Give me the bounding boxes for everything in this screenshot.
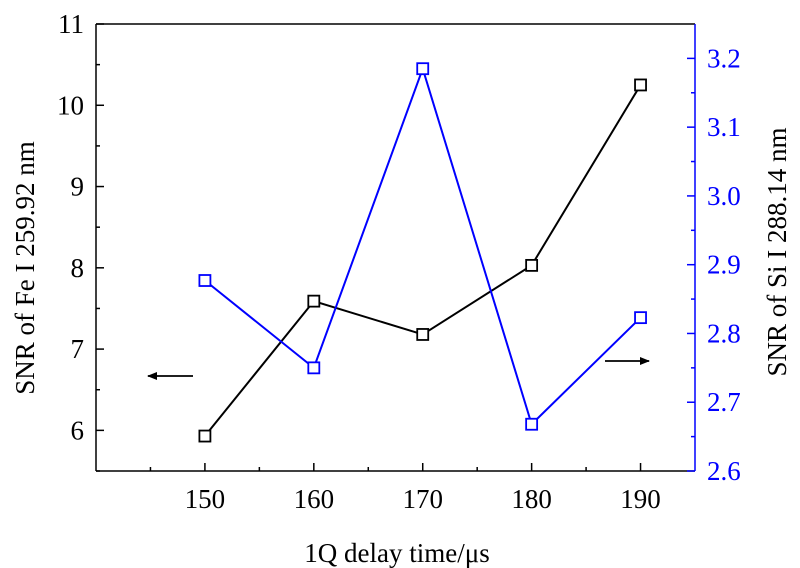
right-y-axis-title: SNR of Si I 288.14 nm xyxy=(762,127,792,376)
data-point-fe xyxy=(634,78,647,92)
right-y-tick-label: 2.7 xyxy=(707,387,741,417)
left-y-tick-label: 7 xyxy=(71,334,85,364)
right-y-tick-label: 3.1 xyxy=(707,112,741,142)
data-point-si xyxy=(198,274,212,287)
series-line-fe xyxy=(204,84,642,437)
left-y-tick-label: 8 xyxy=(71,253,85,283)
left-y-tick-label: 9 xyxy=(71,172,85,202)
right-y-tick-label: 2.8 xyxy=(707,318,741,348)
data-point-si xyxy=(307,361,321,375)
series-line-si xyxy=(204,65,642,427)
data-point-fe xyxy=(198,429,212,443)
right-y-tick-label: 3.0 xyxy=(707,181,741,211)
left-y-tick-label: 6 xyxy=(71,415,85,445)
x-tick-label: 150 xyxy=(185,484,226,514)
data-point-fe xyxy=(525,258,539,272)
left-y-axis-title: SNR of Fe I 259.92 nm xyxy=(10,141,40,395)
x-tick-label: 190 xyxy=(620,484,661,514)
data-point-fe xyxy=(416,328,430,341)
x-tick-label: 180 xyxy=(511,484,552,514)
x-tick-label: 160 xyxy=(294,484,335,514)
right-y-tick-label: 2.9 xyxy=(707,250,741,280)
left-y-tick-label: 10 xyxy=(57,90,84,120)
data-point-fe xyxy=(307,294,321,308)
x-axis-title: 1Q delay time/μs xyxy=(304,538,489,568)
data-point-si xyxy=(634,311,647,325)
data-point-si xyxy=(416,62,430,76)
x-tick-label: 170 xyxy=(402,484,443,514)
left-y-tick-label: 11 xyxy=(58,9,84,39)
data-point-si xyxy=(525,417,539,431)
right-y-tick-label: 2.6 xyxy=(707,456,741,486)
right-y-tick-label: 3.2 xyxy=(707,43,741,73)
